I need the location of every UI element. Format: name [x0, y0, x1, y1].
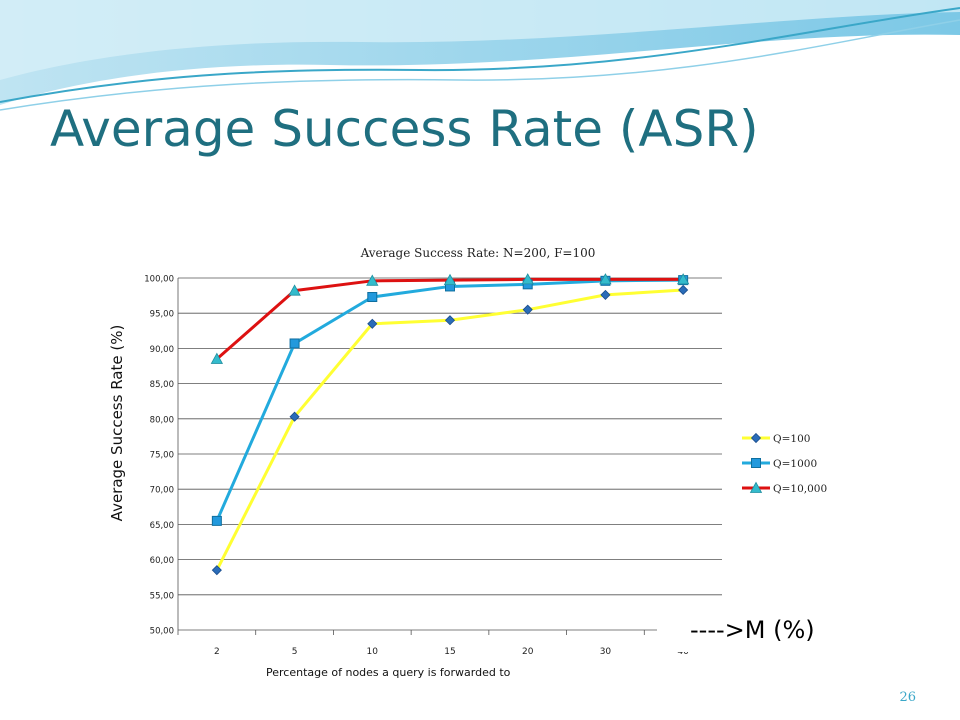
legend-marker: [750, 432, 762, 444]
chart-title: Average Success Rate: N=200, F=100: [360, 246, 596, 260]
data-point-s0: [367, 318, 378, 329]
xlabel-box: [258, 661, 608, 683]
data-point-s2: [210, 352, 224, 364]
legend-marker: [749, 481, 763, 493]
data-point-s2: [366, 274, 379, 286]
y-tick-label: 80,00: [150, 415, 174, 425]
data-point-s0: [444, 315, 456, 326]
legend-marker: [751, 458, 761, 468]
x-overlay-label: ---->M (%): [690, 616, 815, 644]
legend-label: Q=1000: [773, 458, 817, 470]
y-tick-label: 85,00: [150, 380, 174, 390]
y-tick-label: 90,00: [150, 345, 174, 355]
slide-title: Average Success Rate (ASR): [50, 100, 759, 158]
header-wave-banner: [0, 0, 960, 111]
series-line-0: [215, 288, 684, 571]
x-axis-label: Percentage of nodes a query is forwarded…: [266, 666, 511, 679]
data-point-s1: [289, 338, 300, 349]
data-point-s2: [521, 273, 534, 285]
grid-lines: [177, 277, 723, 635]
legend: Q=100 Q=1000 Q=10,000: [742, 432, 827, 495]
legend-label: Q=100: [773, 433, 810, 445]
x-tick-label: 15: [444, 647, 455, 657]
y-tick-label: 55,00: [150, 591, 174, 601]
data-point-s2: [599, 273, 612, 285]
slide-number: 26: [899, 690, 916, 705]
x-tick-label: 20: [522, 647, 534, 657]
legend-label: Q=10,000: [773, 483, 827, 495]
ylabel-box: [90, 280, 130, 595]
overlay-box: [657, 600, 840, 652]
x-tick-labels: 251015203040: [214, 647, 689, 657]
data-point-s0: [289, 411, 300, 422]
data-point-s0: [600, 289, 611, 300]
y-tick-label: 65,00: [150, 521, 174, 531]
y-tick-label: 50,00: [150, 627, 174, 637]
data-point-s1: [367, 292, 378, 303]
y-tick-labels: 50,00 55,00 60,00 65,00 70,00 75,00 80,00 85,00…: [144, 275, 174, 637]
y-tick-label: 95,00: [150, 310, 174, 320]
x-tick-label: 30: [600, 647, 612, 657]
x-tick-label: 10: [367, 647, 379, 657]
y-tick-label: 70,00: [150, 486, 174, 496]
data-point-s0: [522, 304, 533, 315]
y-tick-label: 100,00: [144, 275, 174, 285]
y-tick-label: 75,00: [150, 451, 174, 461]
x-tick-label: 5: [292, 647, 298, 657]
x-tick-label: 2: [214, 647, 220, 657]
data-point-s1: [211, 515, 222, 526]
y-axis-label: Average Success Rate (%): [108, 325, 126, 522]
data-point-s2: [288, 284, 301, 296]
y-tick-label: 60,00: [150, 556, 174, 566]
series-markers: [210, 273, 690, 576]
data-point-s2: [676, 273, 690, 285]
data-point-s0: [211, 565, 222, 576]
data-point-s0: [678, 284, 689, 296]
data-point-s2: [443, 273, 457, 286]
